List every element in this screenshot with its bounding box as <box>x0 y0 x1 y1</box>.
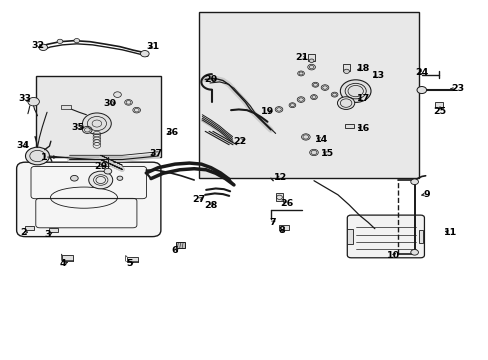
Circle shape <box>321 85 328 90</box>
FancyBboxPatch shape <box>346 215 424 258</box>
Text: 14: 14 <box>314 135 327 144</box>
Text: 32: 32 <box>31 41 44 50</box>
Circle shape <box>309 149 318 156</box>
Text: 33: 33 <box>19 94 31 103</box>
Circle shape <box>310 95 317 100</box>
Bar <box>36 76 161 157</box>
Text: 10: 10 <box>386 251 399 260</box>
Text: 3: 3 <box>45 230 51 239</box>
Circle shape <box>297 97 304 102</box>
Circle shape <box>340 80 370 102</box>
Bar <box>434 102 442 108</box>
Text: 27: 27 <box>192 195 205 204</box>
Text: 18: 18 <box>356 64 369 73</box>
Text: 25: 25 <box>432 107 446 116</box>
Circle shape <box>70 175 78 181</box>
Text: 11: 11 <box>443 229 456 238</box>
Text: 34: 34 <box>17 141 30 150</box>
Text: 37: 37 <box>149 149 162 158</box>
Text: 30: 30 <box>103 99 117 108</box>
Bar <box>342 64 350 71</box>
Circle shape <box>301 134 309 140</box>
Text: 23: 23 <box>450 85 464 94</box>
Circle shape <box>308 59 313 63</box>
Bar <box>279 225 288 230</box>
Text: 35: 35 <box>71 123 84 132</box>
Circle shape <box>288 103 295 108</box>
Text: 9: 9 <box>423 190 429 199</box>
Circle shape <box>416 86 426 94</box>
Bar <box>307 54 314 61</box>
Circle shape <box>57 39 63 44</box>
Circle shape <box>343 69 349 73</box>
Text: 24: 24 <box>414 68 427 77</box>
Text: 29: 29 <box>94 162 107 171</box>
Circle shape <box>275 107 282 112</box>
Bar <box>49 228 58 232</box>
Text: 17: 17 <box>356 94 369 103</box>
Text: 8: 8 <box>278 226 284 235</box>
Text: 22: 22 <box>233 137 246 146</box>
Bar <box>345 123 353 128</box>
Bar <box>176 242 184 248</box>
Text: 2: 2 <box>20 229 27 238</box>
Bar <box>62 256 73 261</box>
Text: 20: 20 <box>204 75 217 84</box>
Text: 26: 26 <box>280 199 293 208</box>
Text: 7: 7 <box>268 218 275 227</box>
Circle shape <box>88 171 112 189</box>
Circle shape <box>410 249 418 255</box>
Text: 6: 6 <box>171 246 178 255</box>
Bar <box>25 226 34 230</box>
Text: 16: 16 <box>356 124 369 133</box>
Circle shape <box>311 82 318 87</box>
Circle shape <box>25 147 49 165</box>
Text: 5: 5 <box>126 260 132 269</box>
Circle shape <box>117 176 122 180</box>
Circle shape <box>82 126 92 134</box>
Text: 15: 15 <box>320 149 333 158</box>
Text: 28: 28 <box>204 201 217 210</box>
Circle shape <box>82 113 111 134</box>
Text: 1: 1 <box>41 153 48 162</box>
Text: 31: 31 <box>145 42 159 51</box>
Circle shape <box>337 97 354 109</box>
Circle shape <box>307 64 315 70</box>
Bar <box>199 13 419 178</box>
Text: 36: 36 <box>165 128 178 137</box>
Text: 4: 4 <box>59 260 65 269</box>
Circle shape <box>39 44 47 50</box>
Circle shape <box>74 39 80 43</box>
Text: 13: 13 <box>371 71 385 80</box>
Circle shape <box>140 50 149 57</box>
Text: 19: 19 <box>260 107 274 116</box>
Text: 21: 21 <box>295 53 308 62</box>
Circle shape <box>104 168 112 174</box>
Circle shape <box>113 92 121 98</box>
Circle shape <box>124 100 132 105</box>
FancyBboxPatch shape <box>17 162 161 237</box>
Circle shape <box>297 71 304 76</box>
Circle shape <box>28 98 40 106</box>
Bar <box>346 229 352 243</box>
Circle shape <box>133 107 140 113</box>
Circle shape <box>330 92 337 97</box>
Text: 12: 12 <box>273 173 286 182</box>
Bar <box>61 105 71 109</box>
Bar <box>127 257 137 262</box>
Bar <box>418 230 423 243</box>
Bar <box>275 193 283 201</box>
Circle shape <box>410 179 418 185</box>
